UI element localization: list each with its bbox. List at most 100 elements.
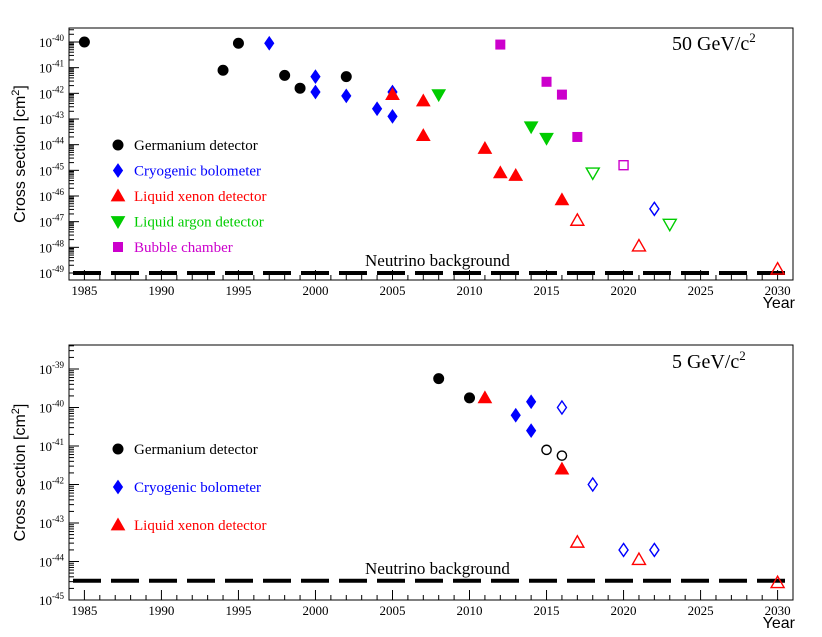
- data-point: [769, 261, 786, 275]
- data-point: [371, 101, 383, 117]
- data-point: [232, 37, 244, 49]
- neutrino-background-label: Neutrino background: [365, 559, 510, 578]
- series-cryogenic-bolometer: [510, 394, 660, 558]
- y-axis-title: Cross section [cm2]: [10, 85, 29, 223]
- y-tick-label: 10-43: [39, 110, 64, 127]
- legend-marker: [110, 216, 126, 230]
- data-point: [769, 574, 786, 589]
- data-point: [649, 201, 660, 217]
- data-point: [294, 82, 306, 94]
- x-tick-label: 2030: [765, 603, 791, 618]
- x-axis-title: Year: [763, 295, 796, 312]
- x-tick-label: 2000: [302, 283, 328, 298]
- data-point: [569, 212, 586, 226]
- data-point: [556, 89, 567, 100]
- y-tick-label: 10-45: [39, 161, 64, 178]
- legend-marker: [112, 139, 124, 151]
- y-tick-label: 10-41: [39, 437, 64, 454]
- legend-label: Liquid argon detector: [134, 215, 264, 231]
- x-tick-label: 2015: [534, 283, 560, 298]
- legend-marker: [112, 443, 124, 455]
- data-point: [618, 159, 629, 171]
- legend-entry: Germanium detector: [112, 442, 258, 458]
- data-point: [526, 423, 537, 438]
- legend-entry: Liquid xenon detector: [110, 517, 266, 534]
- data-point: [464, 392, 476, 404]
- data-point: [523, 121, 539, 135]
- data-point: [662, 218, 678, 233]
- y-tick-label: 10-43: [39, 514, 64, 531]
- y-tick-label: 10-42: [39, 476, 64, 493]
- data-point: [341, 88, 352, 104]
- data-point: [387, 109, 398, 124]
- y-tick-label: 10-44: [39, 136, 64, 153]
- x-tick-label: 2025: [688, 603, 714, 618]
- x-tick-label: 2010: [457, 603, 483, 618]
- x-tick-label: 2010: [457, 283, 483, 298]
- data-point: [508, 167, 524, 181]
- legend-marker: [113, 242, 123, 252]
- data-point: [556, 399, 568, 416]
- data-point: [264, 35, 275, 51]
- y-axis-title: Cross section [cm2]: [10, 404, 29, 542]
- series-bubble-chamber: [495, 39, 629, 171]
- data-point: [495, 39, 506, 50]
- x-tick-label: 2005: [379, 603, 405, 618]
- data-point: [385, 87, 400, 100]
- legend-entry: Bubble chamber: [113, 240, 233, 256]
- series-germanium-detector: [433, 373, 568, 461]
- x-tick-label: 2025: [688, 283, 714, 298]
- legend-label: Germanium detector: [134, 442, 258, 458]
- x-tick-label: 1995: [225, 283, 251, 298]
- data-point: [415, 93, 431, 107]
- data-point: [310, 84, 321, 100]
- x-tick-label: 1985: [71, 283, 97, 298]
- y-tick-label: 10-42: [39, 84, 64, 101]
- data-point: [554, 192, 570, 206]
- chart-title: 50 GeV/c2: [672, 30, 756, 55]
- y-tick-label: 10-39: [39, 360, 64, 377]
- legend-entry: Cryogenic bolometer: [112, 163, 261, 180]
- legend-entry: Cryogenic bolometer: [112, 479, 261, 496]
- data-point: [310, 69, 321, 85]
- legend-marker: [110, 517, 126, 531]
- legend-label: Cryogenic bolometer: [134, 164, 261, 180]
- data-point: [556, 450, 568, 461]
- data-point: [477, 141, 493, 154]
- data-point: [541, 444, 552, 456]
- x-tick-label: 2015: [534, 603, 560, 618]
- series-liquid-xenon-detector: [385, 87, 786, 275]
- chart-panel-2: 1985 1990 1995 2000 2005 2010 2015 2020 2025 2030…: [10, 344, 796, 632]
- y-tick-label: 10-47: [39, 213, 64, 230]
- y-tick-label: 10-40: [39, 399, 64, 416]
- x-tick-label: 1985: [71, 603, 97, 618]
- legend-label: Liquid xenon detector: [134, 189, 266, 205]
- legend-marker: [110, 188, 126, 202]
- data-point: [569, 534, 586, 548]
- series-germanium-detector: [78, 36, 352, 94]
- y-tick-label: 10-48: [39, 238, 64, 255]
- data-point: [78, 36, 90, 48]
- data-point: [492, 165, 508, 179]
- series-liquid-argon-detector: [431, 89, 678, 233]
- x-tick-label: 2000: [302, 603, 328, 618]
- data-point: [572, 131, 583, 142]
- legend-label: Liquid xenon detector: [134, 518, 266, 534]
- x-tick-label: 1990: [148, 283, 174, 298]
- legend-entry: Germanium detector: [112, 138, 258, 154]
- series-cryogenic-bolometer: [264, 35, 660, 217]
- data-point: [539, 132, 554, 146]
- plot-frame: [68, 27, 794, 281]
- chart-title: 5 GeV/c2: [672, 348, 746, 373]
- data-point: [510, 407, 521, 423]
- data-point: [340, 71, 352, 83]
- neutrino-background-label: Neutrino background: [365, 251, 510, 270]
- y-tick-label: 10-44: [39, 553, 64, 570]
- x-tick-label: 2030: [765, 283, 791, 298]
- series-liquid-xenon-detector: [477, 390, 786, 589]
- legend-marker: [112, 163, 124, 178]
- legend-label: Germanium detector: [134, 138, 258, 154]
- y-tick-label: 10-49: [39, 264, 64, 281]
- x-tick-label: 1995: [225, 603, 251, 618]
- x-tick-label: 2020: [611, 283, 637, 298]
